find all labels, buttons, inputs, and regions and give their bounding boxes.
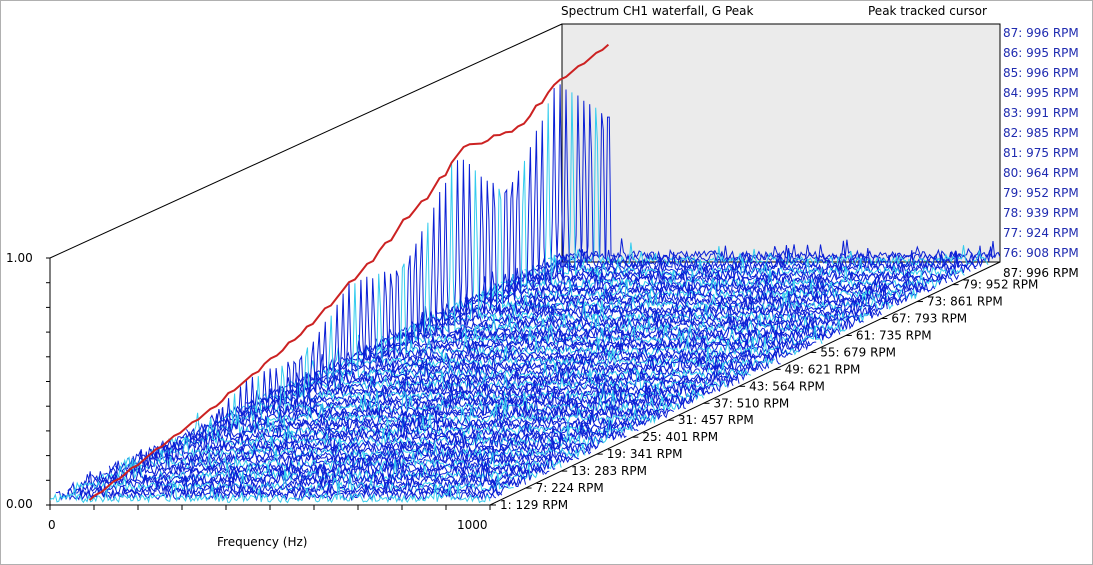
spectrum-trace	[417, 159, 859, 330]
spectrum-trace	[79, 468, 521, 490]
x-axis-title: Frequency (Hz)	[217, 535, 308, 549]
cursor-rpm-item: 80: 964 RPM	[1003, 166, 1079, 180]
x-ticks	[49, 505, 491, 510]
spectrum-trace	[127, 445, 568, 468]
depth-labels: 1: 129 RPM 7: 224 RPM 13: 283 RPM 19: 341 R…	[500, 278, 1038, 512]
spectrum-trace	[180, 406, 621, 443]
depth-label: 19: 341 RPM	[607, 447, 683, 461]
spectrum-trace	[494, 120, 936, 293]
cursor-rpm-item: 86: 995 RPM	[1003, 46, 1079, 60]
depth-ticks	[490, 284, 959, 506]
depth-label: 37: 510 RPM	[713, 396, 789, 410]
cursor-rpm-item: 87: 996 RPM	[1003, 26, 1079, 40]
chart-title: Spectrum CH1 waterfall, G Peak	[561, 4, 754, 18]
spectrum-trace	[369, 243, 811, 352]
cursor-rpm-item: 79: 952 RPM	[1003, 186, 1079, 200]
cursor-rpm-list: 87: 996 RPM 86: 995 RPM 85: 996 RPM 84: …	[1003, 23, 1093, 283]
spectrum-trace	[115, 451, 556, 473]
spectrum-trace	[150, 432, 592, 457]
depth-label: 31: 457 RPM	[678, 413, 754, 427]
depth-label: 55: 679 RPM	[820, 345, 896, 359]
y-tick-label-max: 1.00	[6, 251, 33, 265]
waterfall-traces	[50, 84, 1000, 504]
spectrum-trace	[399, 182, 841, 338]
spectrum-trace	[476, 160, 918, 301]
spectrum-trace	[239, 365, 681, 414]
cursor-mode-label: Peak tracked cursor	[868, 4, 987, 18]
spectrum-trace	[233, 368, 675, 417]
cursor-rpm-item: 84: 995 RPM	[1003, 86, 1079, 100]
spectrum-trace	[375, 231, 817, 349]
cursor-rpm-item: 82: 985 RPM	[1003, 126, 1079, 140]
depth-label: 73: 861 RPM	[927, 295, 1003, 309]
depth-label: 25: 401 RPM	[642, 430, 718, 444]
spectrum-trace	[245, 361, 686, 411]
x-tick-label-min: 0	[48, 518, 56, 532]
cursor-rpm-item: 81: 975 RPM	[1003, 146, 1079, 160]
cursor-rpm-item: 77: 924 RPM	[1003, 226, 1079, 240]
depth-label: 43: 564 RPM	[749, 379, 825, 393]
cursor-rpm-item-current: 87: 996 RPM	[1003, 266, 1079, 280]
spectrum-trace	[310, 283, 752, 380]
spectrum-trace	[405, 163, 847, 335]
spectrum-trace	[268, 341, 710, 400]
depth-label: 61: 735 RPM	[856, 328, 932, 342]
cursor-rpm-item: 78: 939 RPM	[1003, 206, 1079, 220]
cursor-rpm-item: 76: 908 RPM	[1003, 246, 1079, 260]
depth-axis	[489, 261, 1001, 506]
spectrum-trace	[328, 278, 770, 372]
x-tick-label-max: 1000	[457, 518, 488, 532]
spectrum-trace	[251, 360, 693, 408]
top-edge	[49, 23, 563, 259]
depth-label: 1: 129 RPM	[500, 498, 568, 512]
spectrum-trace	[286, 315, 728, 391]
back-wall	[561, 23, 1001, 263]
cursor-rpm-item: 83: 991 RPM	[1003, 106, 1079, 120]
depth-label: 67: 793 RPM	[891, 312, 967, 326]
depth-label: 49: 621 RPM	[785, 362, 861, 376]
cursor-rpm-item: 85: 996 RPM	[1003, 66, 1079, 80]
depth-label: 79: 952 RPM	[963, 278, 1039, 292]
spectrum-trace	[50, 480, 491, 504]
y-ticks	[46, 257, 50, 506]
side-wall	[50, 24, 562, 505]
spectrum-trace	[61, 479, 503, 499]
spectrum-trace	[346, 273, 787, 364]
spectrum-trace	[138, 439, 580, 462]
depth-label: 7: 224 RPM	[536, 481, 604, 495]
depth-label: 13: 283 RPM	[571, 464, 647, 478]
spectrum-trace	[446, 182, 888, 315]
y-tick-label-min: 0.00	[6, 497, 33, 511]
peak-track-line	[88, 43, 610, 501]
spectrum-trace	[257, 354, 699, 406]
